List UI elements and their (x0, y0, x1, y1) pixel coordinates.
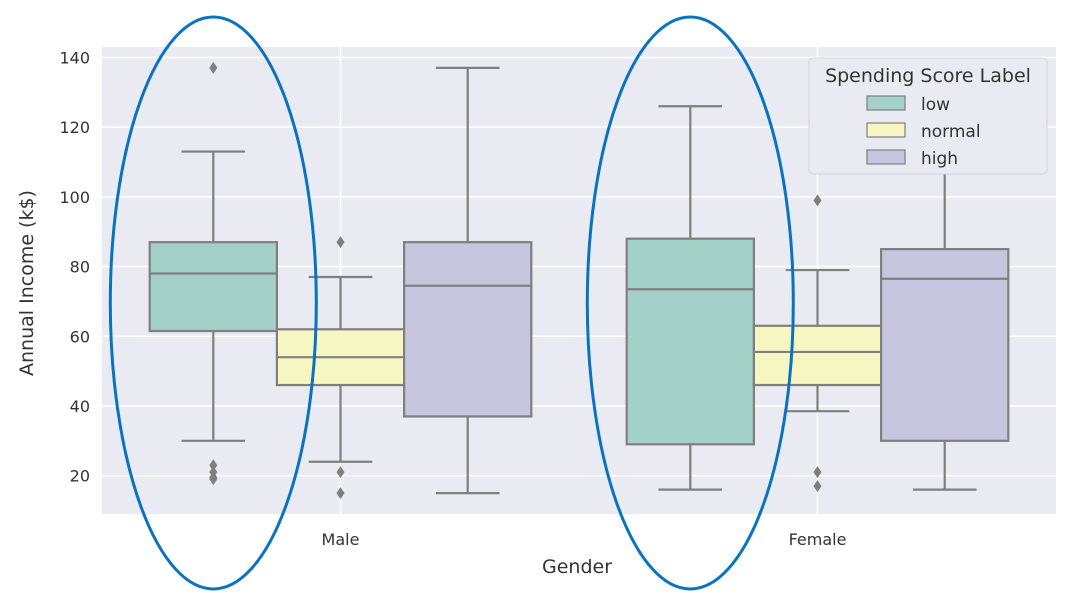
legend-swatch-normal (866, 122, 906, 138)
legend-swatch-low (866, 95, 906, 111)
x-tick-label: Female (789, 530, 847, 549)
legend-label-normal: normal (921, 122, 981, 142)
box-high-male (403, 66, 533, 495)
y-tick-label: 140 (59, 48, 90, 67)
outlier-point (209, 459, 218, 472)
box-body (879, 248, 1010, 442)
y-tick-label: 120 (59, 118, 90, 137)
box-low-male (148, 61, 278, 486)
box-high-female (879, 126, 1010, 491)
x-axis-title: Gender (542, 556, 612, 578)
y-tick-label: 40 (70, 397, 90, 416)
box-normal-male (275, 236, 406, 500)
legend: Spending Score Label low normal high (808, 57, 1048, 175)
box-body (625, 237, 756, 446)
legend-swatch-high (866, 149, 906, 165)
outlier-point (813, 194, 822, 207)
y-axis-title: Annual Income (k$) (16, 190, 38, 376)
box-body (148, 241, 278, 333)
y-tick-labels: 20 40 60 80 100 120 140 (59, 48, 90, 485)
y-tick-label: 100 (59, 188, 90, 207)
outlier-point (813, 466, 822, 479)
box-normal-female (752, 194, 883, 493)
boxes (148, 61, 1010, 500)
x-tick-labels: Male Female (322, 530, 847, 549)
legend-label-high: high (921, 149, 958, 169)
outlier-point (336, 236, 345, 249)
legend-title: Spending Score Label (825, 65, 1031, 87)
legend-box (808, 57, 1048, 175)
box-body (403, 241, 533, 418)
outlier-point (209, 61, 218, 74)
box-low-female (625, 105, 756, 491)
outlier-point (336, 466, 345, 479)
y-tick-label: 80 (70, 258, 90, 277)
y-tick-label: 20 (70, 467, 90, 486)
annotations (108, 15, 795, 591)
outlier-point (336, 487, 345, 500)
highlight-ellipse (585, 15, 795, 591)
outlier-point (209, 473, 218, 486)
y-tick-label: 60 (70, 327, 90, 346)
box-body (752, 324, 883, 387)
outlier-point (813, 480, 822, 493)
x-tick-label: Male (322, 530, 360, 549)
legend-label-low: low (921, 95, 950, 115)
highlight-ellipse (108, 15, 318, 591)
